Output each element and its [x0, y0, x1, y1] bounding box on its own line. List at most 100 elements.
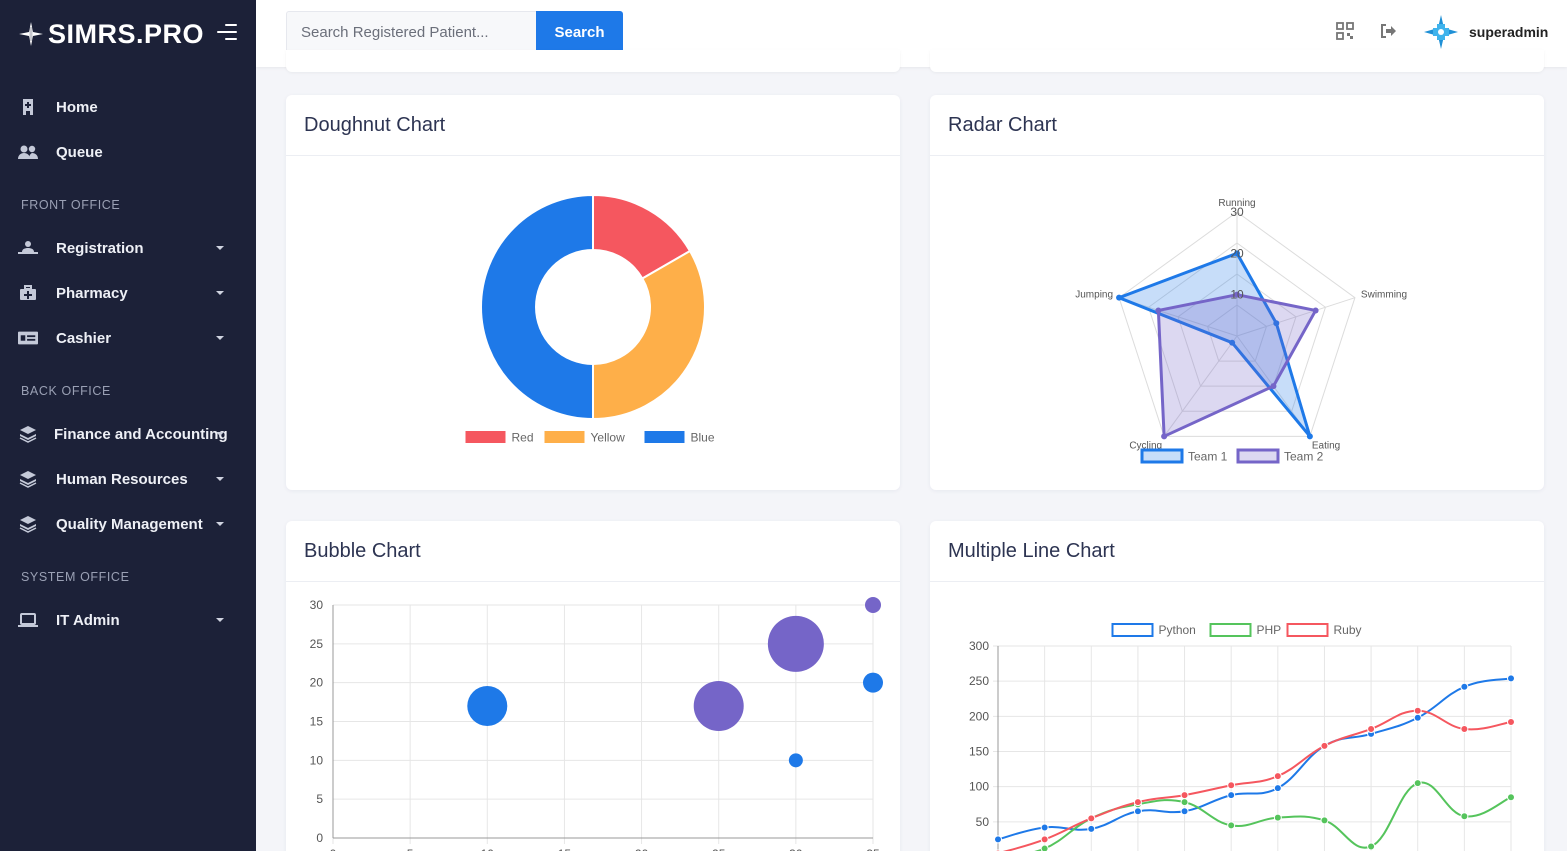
radar-tick-label: 20: [1230, 246, 1244, 260]
radar-point: [1270, 383, 1277, 390]
sidebar-item-human-resources[interactable]: Human Resources: [0, 459, 256, 499]
sidebar-item-it-admin[interactable]: IT Admin: [0, 600, 256, 640]
avatar[interactable]: [1422, 13, 1460, 51]
radar-point: [1312, 307, 1319, 314]
legend-swatch-yellow: [544, 431, 585, 443]
radar-point: [1306, 433, 1313, 440]
bubble-point: [767, 615, 824, 672]
radar-spoke: [1163, 335, 1238, 437]
sidebar-item-registration[interactable]: Registration: [0, 228, 256, 268]
card-title: Radar Chart: [948, 113, 1057, 136]
legend-swatch-blue: [644, 431, 685, 443]
qrcode-icon[interactable]: [1336, 22, 1354, 40]
bubble-point: [865, 597, 881, 613]
card-header: Doughnut Chart: [286, 95, 900, 156]
line-point: [1227, 791, 1236, 800]
sidebar-item-label: Human Resources: [56, 470, 188, 488]
line-point: [1413, 779, 1422, 788]
sidebar-item-label: Quality Management: [56, 515, 203, 533]
sidebar-item-queue[interactable]: Queue: [0, 132, 256, 172]
doughnut-slice-blue: [480, 193, 594, 421]
radar-chart-card: Radar Chart 10 20 30 Running Swimming Eating C…: [930, 95, 1544, 490]
line-chart-card: Multiple Line Chart 50 100 150 200 250 300 Pyt…: [930, 521, 1544, 851]
legend-label: PHP: [1257, 623, 1282, 637]
radar-axis-label: Swimming: [1361, 290, 1407, 301]
layers-icon: [18, 514, 38, 534]
card-title: Doughnut Chart: [304, 113, 446, 136]
line-point: [1180, 798, 1189, 807]
card-header: Multiple Line Chart: [930, 521, 1544, 582]
section-front-office: FRONT OFFICE: [21, 198, 121, 212]
previous-card-bottom: [930, 50, 1544, 72]
bubble-chart: 0 5 10 15 20 25 30 0 5 10 15 20 25 30 35: [310, 597, 883, 851]
radar-axis-label: Running: [1218, 198, 1255, 209]
line-point: [1040, 844, 1049, 851]
previous-card-bottom: [286, 50, 900, 72]
sidebar-item-quality-management[interactable]: Quality Management: [0, 504, 256, 544]
line-series-python: [997, 677, 1512, 841]
line-series-ruby: [1003, 709, 1512, 851]
radar-point: [1234, 291, 1240, 298]
menu-toggle-icon[interactable]: [217, 24, 237, 40]
sidebar-item-label: Queue: [56, 143, 103, 161]
legend-swatch: [1209, 623, 1252, 637]
line-point: [1273, 813, 1282, 822]
sidebar-item-label: Cashier: [56, 329, 112, 347]
chevron-down-icon: [216, 336, 224, 340]
patient-search-input[interactable]: [286, 11, 536, 53]
sidebar-item-home[interactable]: Home: [0, 87, 256, 127]
line-point: [1227, 781, 1236, 790]
radar-point: [1161, 433, 1168, 440]
line-point: [1320, 816, 1329, 825]
sign-out-icon[interactable]: [1379, 22, 1397, 40]
username[interactable]: superadmin: [1469, 24, 1549, 40]
card-header: Radar Chart: [930, 95, 1544, 156]
users-icon: [18, 142, 38, 162]
radar-grid-ring: [1177, 273, 1297, 387]
bubble-point: [693, 680, 744, 731]
laptop-icon: [18, 610, 38, 630]
radar-tick-label: 10: [1230, 288, 1244, 302]
brand-star-icon: [19, 22, 43, 46]
x-tick-label: 25: [712, 847, 726, 851]
radar-axis-label: Jumping: [1075, 290, 1113, 301]
bubble-point: [788, 753, 803, 768]
radar-axis-label: Eating: [1312, 440, 1340, 451]
radar-grid-ring: [1206, 304, 1268, 362]
radar-point: [1155, 307, 1162, 314]
layers-icon: [18, 424, 38, 444]
y-tick-label: 10: [310, 753, 324, 767]
search-button[interactable]: Search: [536, 11, 623, 53]
layers-icon: [18, 469, 38, 489]
sidebar-item-pharmacy[interactable]: Pharmacy: [0, 273, 256, 313]
y-tick-label: 300: [969, 639, 989, 653]
sidebar-item-label: IT Admin: [56, 611, 120, 629]
legend-label: Blue: [691, 431, 715, 445]
y-tick-label: 15: [310, 715, 324, 729]
legend-swatch: [1236, 448, 1280, 464]
radar-series-2: [1156, 293, 1318, 438]
line-point: [1460, 812, 1469, 821]
sidebar-item-finance[interactable]: Finance and Accounting: [0, 414, 256, 454]
legend-swatch: [1111, 623, 1154, 637]
line-point: [1180, 807, 1189, 816]
x-tick-label: 10: [481, 847, 495, 851]
radar-point: [1234, 250, 1240, 257]
legend-label: Python: [1159, 623, 1196, 637]
line-point: [1507, 793, 1515, 802]
sidebar-item-cashier[interactable]: Cashier: [0, 318, 256, 358]
line-point: [1320, 741, 1329, 750]
x-tick-label: 30: [789, 847, 803, 851]
line-point: [1367, 842, 1376, 851]
brand-name: SIMRS.PRO: [48, 18, 205, 49]
radar-point: [1229, 339, 1236, 346]
radar-grid-ring: [1147, 242, 1327, 412]
money-card-icon: [18, 328, 38, 348]
chevron-down-icon: [216, 246, 224, 250]
chevron-down-icon: [216, 522, 224, 526]
brand-logo[interactable]: SIMRS.PRO: [18, 14, 204, 54]
doughnut-slice-yellow: [592, 249, 706, 421]
y-tick-label: 250: [969, 674, 989, 688]
section-system-office: SYSTEM OFFICE: [21, 570, 130, 584]
